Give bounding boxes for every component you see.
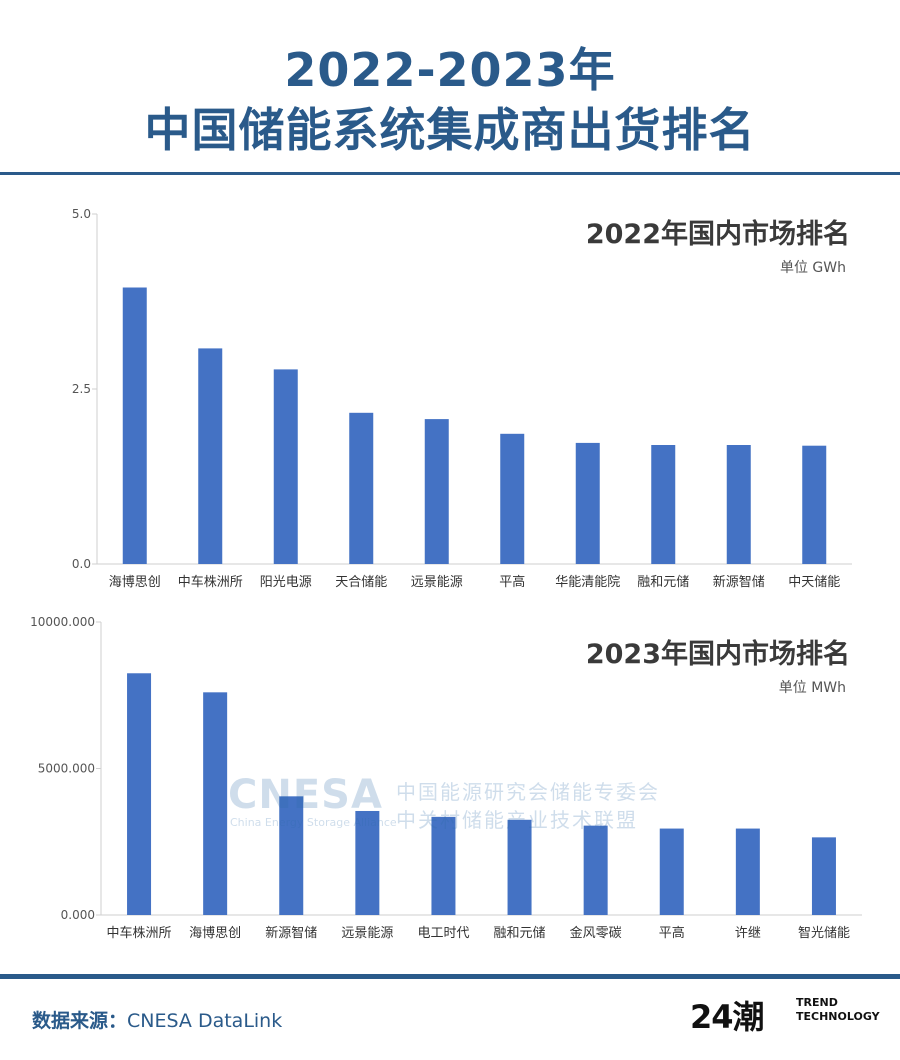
watermark-cn-line2: 中关村储能产业技术联盟 [396, 808, 638, 832]
chart-2023-bar [583, 825, 608, 915]
chart-2023-bar [355, 810, 380, 915]
data-source-value: CNESA DataLink [127, 1010, 283, 1032]
chart-2023-x-tick-label: 金风零碳 [570, 925, 622, 941]
chart-2023-bar [659, 828, 684, 915]
chart-2022-x-tick-label: 海博思创 [109, 575, 161, 590]
chart-2023-x-tick-label: 智光储能 [798, 926, 850, 941]
logo-number: 24潮 [690, 998, 765, 1036]
chart-2022-bar [424, 419, 449, 564]
logo-text: TREND TECHNOLOGY [796, 996, 880, 1024]
chart-2023-y-tick-label: 5000.000 [38, 762, 95, 776]
chart-2023-x-tick-label: 许继 [735, 926, 761, 941]
chart-2022-x-tick-label: 融和元储 [637, 575, 689, 590]
data-source-label: 数据来源： [32, 1010, 128, 1032]
chart-2022-bar [198, 348, 223, 564]
chart-2023-bar [431, 816, 456, 915]
chart-2023-y-tick-label: 0.000 [61, 908, 95, 922]
chart-2022: 0.0 2.5 5.0 海博思创 中车株洲所 阳光电源 天合储能 远景能源 平高 华能清能院 融和元… [72, 207, 852, 590]
chart-2022-x-tick-label: 新源智储 [713, 574, 765, 590]
chart-2023-x-tick-label: 海博思创 [189, 926, 241, 941]
chart-2022-x-tick-label: 远景能源 [411, 575, 463, 590]
chart-2022-x-tick-label: 平高 [499, 574, 525, 590]
watermark-subtitle: China Energy Storage Alliance [230, 816, 397, 829]
chart-2022-x-tick-label: 华能清能院 [555, 575, 620, 590]
watermark-brand: CNESA [228, 772, 383, 818]
chart-2022-x-tick-label: 中车株洲所 [178, 574, 243, 590]
footer-divider [0, 974, 900, 979]
chart-2022-y-tick-label: 0.0 [72, 557, 91, 571]
chart-2023-bar [735, 828, 760, 915]
chart-2023-bar [279, 796, 304, 915]
trend-technology-logo: 24潮 TREND TECHNOLOGY [690, 992, 880, 1036]
chart-2022-bar [802, 445, 827, 564]
chart-2022-y-tick-label: 5.0 [72, 207, 91, 221]
chart-2023-bar [507, 819, 532, 915]
chart-2023-x-tick-label: 新源智储 [265, 925, 317, 941]
chart-2022-bar [500, 433, 525, 564]
chart-2023-x-tick-label: 中车株洲所 [107, 925, 172, 941]
header: 2022-2023年 中国储能系统集成商出货排名 [0, 0, 900, 176]
chart-2022-title: 2022年国内市场排名 [585, 219, 850, 250]
chart-2023-x-tick-label: 平高 [659, 925, 685, 941]
chart-2023-bar [811, 837, 836, 915]
chart-2023-bar [203, 692, 228, 915]
watermark-cn-line1: 中国能源研究会储能专委会 [396, 780, 660, 804]
chart-2023-title: 2023年国内市场排名 [585, 639, 850, 670]
logo-line1: TREND [796, 996, 838, 1009]
page-title-line1: 2022-2023年 [284, 43, 616, 97]
header-divider [0, 172, 900, 175]
chart-2023-x-tick-label: 融和元储 [494, 926, 546, 941]
chart-2022-y-tick-label: 2.5 [72, 382, 91, 396]
chart-2023-unit: 单位 MWh [778, 680, 846, 696]
chart-2023-x-tick-label: 远景能源 [341, 926, 393, 941]
chart-2022-bar [575, 442, 600, 564]
chart-2022-x-tick-label: 天合储能 [335, 575, 387, 590]
chart-2022-bar [349, 412, 374, 564]
chart-2022-unit: 单位 GWh [779, 260, 846, 276]
chart-2022-x-tick-label: 中天储能 [788, 575, 840, 590]
chart-2023-y-tick-label: 10000.000 [30, 615, 95, 629]
chart-2022-bar [273, 369, 298, 564]
chart-2023: 0.000 5000.000 10000.000 中车株洲所 海博思创 新源智储 远景能源 电… [30, 615, 862, 941]
chart-2022-x-tick-label: 阳光电源 [260, 575, 312, 590]
chart-2022-bar [122, 287, 147, 564]
logo-line2: TECHNOLOGY [796, 1010, 880, 1023]
chart-2023-x-tick-label: 电工时代 [417, 926, 469, 941]
page-title-line2: 中国储能系统集成商出货排名 [144, 103, 756, 157]
chart-2022-bar [726, 445, 751, 564]
cnesa-watermark: CNESA China Energy Storage Alliance 中国能源… [228, 772, 698, 832]
chart-2022-bar [651, 445, 676, 564]
chart-2023-bar [127, 673, 152, 915]
data-source: 数据来源：CNESA DataLink [32, 1006, 282, 1033]
